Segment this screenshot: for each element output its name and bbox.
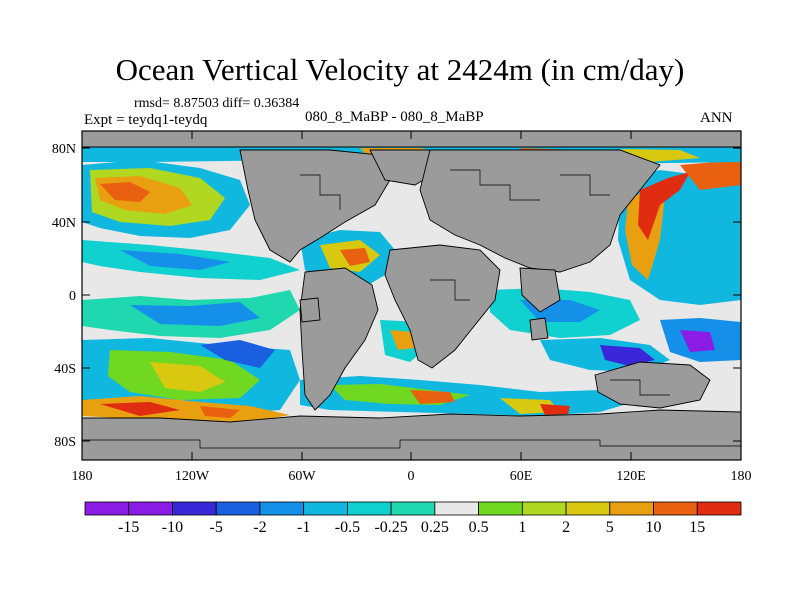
lon-label-120w: 120W bbox=[175, 469, 210, 484]
india bbox=[519, 267, 561, 313]
colorbar-swatch bbox=[346, 501, 392, 516]
longitude-axis bbox=[81, 131, 742, 460]
colorbar-swatch bbox=[434, 501, 479, 516]
lat-label-80n: 80N bbox=[52, 142, 76, 157]
lon-label-60w: 60W bbox=[288, 469, 316, 484]
lat-label-0: 0 bbox=[69, 289, 76, 304]
lon-label-0: 0 bbox=[408, 469, 415, 484]
colorbar-label: -5 bbox=[210, 519, 223, 536]
season-label: ANN bbox=[700, 110, 733, 126]
colorbar-label: 0.25 bbox=[421, 519, 449, 536]
lat-label-40s: 40S bbox=[54, 362, 76, 377]
colorbar-swatch bbox=[565, 501, 611, 516]
colorbar-swatch bbox=[128, 501, 173, 516]
colorbar-swatch bbox=[303, 501, 348, 516]
colorbar-swatch bbox=[696, 501, 742, 516]
latitude-labels: 80N 40N 0 40S 80S bbox=[52, 142, 76, 450]
colorbar-swatch bbox=[653, 501, 698, 516]
lon-label-120e: 120E bbox=[616, 469, 646, 484]
australia bbox=[594, 361, 711, 409]
colorbar-label: 5 bbox=[606, 519, 614, 536]
island bbox=[299, 297, 321, 323]
colorbar-label: 1 bbox=[518, 519, 526, 536]
colorbar-swatch bbox=[84, 501, 130, 516]
colorbar-label: -10 bbox=[162, 519, 183, 536]
colorbar-swatch bbox=[172, 501, 217, 516]
colorbar bbox=[84, 501, 742, 516]
south-america bbox=[299, 267, 379, 411]
colorbar-swatch bbox=[215, 501, 261, 516]
colorbar-swatch bbox=[478, 501, 523, 516]
colorbar-label: 15 bbox=[689, 519, 705, 536]
comparison-label: 080_8_MaBP - 080_8_MaBP bbox=[305, 109, 484, 125]
stats-line: rmsd= 8.87503 diff= 0.36384 bbox=[134, 96, 300, 111]
colorbar-label: -0.5 bbox=[335, 519, 360, 536]
colorbar-label: -0.25 bbox=[374, 519, 407, 536]
lon-label-180w: 180 bbox=[72, 469, 93, 484]
map-plot-area bbox=[82, 131, 741, 460]
experiment-label: Expt = teydq1-teydq bbox=[84, 112, 208, 128]
africa bbox=[384, 244, 501, 369]
map-title: Ocean Vertical Velocity at 2424m (in cm/… bbox=[115, 52, 685, 87]
lat-label-80s: 80S bbox=[54, 435, 76, 450]
colorbar-labels: -15 -10 -5 -2 -1 -0.5 -0.25 0.25 0.5 1 2 5 10 15 bbox=[118, 519, 705, 536]
lon-label-180e: 180 bbox=[731, 469, 752, 484]
colorbar-label: 0.5 bbox=[469, 519, 489, 536]
colorbar-swatch bbox=[390, 501, 436, 516]
interior-coastlines bbox=[82, 169, 741, 449]
colorbar-label: -2 bbox=[253, 519, 266, 536]
colorbar-label: 2 bbox=[562, 519, 570, 536]
colorbar-label: 10 bbox=[646, 519, 662, 536]
colorbar-label: -1 bbox=[297, 519, 310, 536]
longitude-labels: 180 120W 60W 0 60E 120E 180 bbox=[72, 469, 752, 484]
latitude-axis bbox=[82, 147, 741, 442]
colorbar-label: -15 bbox=[118, 519, 139, 536]
colorbar-swatch bbox=[259, 501, 305, 516]
colorbar-swatch bbox=[521, 501, 567, 516]
colorbar-swatch bbox=[609, 501, 654, 516]
lat-label-40n: 40N bbox=[52, 216, 76, 231]
madagascar bbox=[529, 317, 549, 341]
antarctica bbox=[82, 409, 741, 460]
lon-label-60e: 60E bbox=[510, 469, 533, 484]
